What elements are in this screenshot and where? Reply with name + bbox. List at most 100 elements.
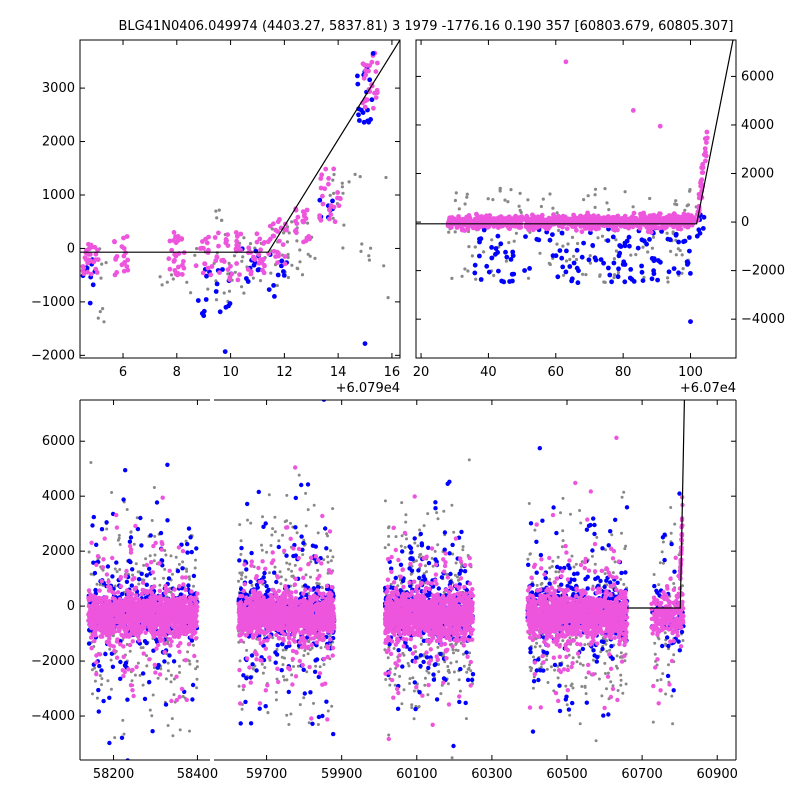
magenta-point (85, 269, 90, 275)
gray-point (174, 555, 178, 559)
blue-point (93, 587, 98, 593)
gray-point (122, 732, 126, 736)
magenta-point (151, 543, 156, 549)
magenta-point (475, 214, 481, 219)
gray-point (614, 249, 619, 253)
blue-point (276, 544, 281, 550)
gray-point (166, 642, 170, 646)
magenta-point (283, 584, 288, 589)
x-tick-label: 8 (173, 365, 181, 380)
magenta-point (249, 563, 254, 568)
gray-point (266, 711, 270, 715)
magenta-point (208, 272, 214, 278)
magenta-point (338, 196, 343, 202)
blue-point (484, 263, 490, 269)
gray-point (89, 572, 93, 576)
magenta-point (233, 246, 239, 252)
panel-bottom: 58200 58400 59700 59900 60100 60300 60500 60700… (31, 399, 738, 782)
magenta-point (296, 546, 302, 552)
magenta-point (184, 615, 189, 620)
gray-point (162, 576, 165, 580)
gray-point (506, 200, 510, 204)
gray-point (519, 210, 523, 215)
magenta-point (216, 230, 221, 236)
gray-point (275, 283, 279, 288)
blue-point (571, 260, 577, 266)
gray-point (118, 543, 122, 546)
magenta-point (178, 641, 183, 646)
gray-point (260, 662, 264, 666)
gray-point (665, 231, 669, 235)
gray-point (144, 557, 148, 561)
magenta-point (119, 262, 125, 268)
gray-point (675, 203, 679, 207)
magenta-point (92, 630, 98, 636)
gray-point (110, 491, 114, 494)
gray-point (100, 262, 104, 266)
magenta-point (205, 265, 211, 271)
blue-point (186, 583, 191, 588)
magenta-point (318, 185, 324, 191)
magenta-point (245, 656, 250, 661)
x-tick-label: 14 (330, 365, 347, 380)
gray-point (238, 523, 242, 527)
magenta-point (363, 68, 369, 74)
magenta-point (369, 59, 375, 65)
magenta-point (180, 628, 185, 633)
gray-point (509, 188, 513, 192)
blue-point (94, 542, 99, 547)
blue-point (220, 267, 225, 272)
blue-point (273, 660, 278, 665)
magenta-point (541, 219, 547, 224)
gray-point (194, 558, 197, 562)
gray-point (192, 584, 195, 588)
blue-point (279, 668, 284, 673)
blue-point (91, 560, 96, 565)
magenta-point (303, 587, 308, 592)
magenta-point (316, 558, 321, 563)
gray-point (263, 666, 267, 669)
gray-point (671, 230, 675, 234)
blue-point (280, 642, 285, 647)
magenta-point (257, 236, 263, 242)
magenta-point (651, 219, 657, 224)
blue-point (611, 260, 617, 266)
gray-point (171, 277, 175, 281)
gray-point (548, 192, 552, 196)
magenta-point (178, 619, 183, 624)
gray-point (291, 574, 295, 578)
magenta-point (171, 230, 177, 235)
blue-point (139, 571, 144, 576)
blue-point (493, 251, 498, 257)
magenta-point (220, 257, 226, 263)
magenta-point (157, 588, 162, 593)
blue-point (156, 662, 161, 668)
gray-point (666, 280, 670, 284)
magenta-point (108, 624, 113, 629)
gray-point (328, 193, 332, 197)
gray-point (514, 231, 519, 235)
gray-point (555, 242, 559, 246)
gray-point (130, 679, 134, 683)
blue-point (472, 270, 478, 276)
magenta-point (180, 575, 185, 580)
blue-point (121, 497, 126, 502)
blue-point (217, 309, 223, 315)
magenta-point (160, 495, 165, 500)
blue-point (97, 663, 102, 669)
gray-point (382, 264, 386, 268)
magenta-point (114, 512, 119, 518)
magenta-point (108, 586, 113, 591)
magenta-point (127, 642, 133, 648)
magenta-point (104, 639, 110, 645)
gray-point (261, 671, 265, 675)
gray-point (195, 665, 199, 669)
gray-point (296, 664, 300, 668)
magenta-point (124, 634, 129, 639)
blue-point (567, 264, 573, 269)
magenta-point (293, 576, 298, 581)
gray-point (283, 678, 286, 682)
magenta-point (124, 234, 130, 239)
magenta-point (128, 626, 133, 631)
blue-point (655, 277, 660, 283)
